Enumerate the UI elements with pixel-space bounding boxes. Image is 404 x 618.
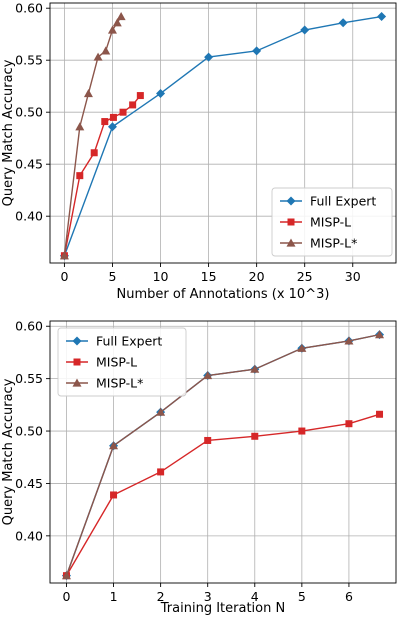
data-point bbox=[101, 118, 109, 126]
series-line bbox=[65, 333, 380, 576]
data-point bbox=[107, 122, 117, 132]
data-point bbox=[375, 330, 385, 339]
series-full-expert bbox=[59, 12, 387, 261]
legend-label: Full Expert bbox=[310, 194, 376, 209]
data-point bbox=[136, 92, 144, 100]
x-tick-label: 30 bbox=[345, 269, 361, 284]
data-point bbox=[345, 420, 353, 428]
x-axis-label: Training Iteration N bbox=[160, 601, 285, 616]
data-point bbox=[107, 25, 117, 34]
data-point bbox=[204, 52, 214, 62]
y-tick-label: 0.45 bbox=[15, 157, 43, 172]
y-tick-label: 0.50 bbox=[15, 424, 43, 439]
data-point bbox=[204, 436, 212, 444]
series-line bbox=[65, 413, 380, 577]
data-point bbox=[59, 251, 69, 260]
data-point bbox=[119, 108, 127, 116]
data-point bbox=[110, 491, 118, 499]
legend-marker bbox=[286, 196, 296, 206]
x-tick-label: 6 bbox=[345, 589, 353, 604]
data-point bbox=[116, 12, 126, 21]
plot-frame bbox=[49, 320, 397, 584]
x-tick-label: 3 bbox=[204, 589, 212, 604]
x-tick-label: 20 bbox=[249, 269, 265, 284]
y-axis-label: Query Match Accuracy bbox=[1, 378, 16, 525]
data-point bbox=[90, 149, 98, 157]
legend-marker bbox=[72, 336, 82, 346]
data-point bbox=[344, 336, 354, 345]
x-tick-label: 2 bbox=[157, 589, 165, 604]
data-point bbox=[298, 427, 306, 435]
chart-2: 0 1 2 3 4 5 6 0.40 0.45 0.50 0.55 0.60 Training Iter… bbox=[1, 319, 397, 616]
legend-label: MISP-L bbox=[310, 215, 351, 230]
legend-label: MISP-L bbox=[96, 355, 137, 370]
y-tick-label: 0.50 bbox=[15, 105, 43, 120]
legend-marker bbox=[286, 238, 296, 247]
x-tick-label: 0 bbox=[60, 269, 68, 284]
x-tick-label: 0 bbox=[62, 589, 70, 604]
legend-box bbox=[271, 187, 393, 257]
chart-1: 0 5 10 15 20 25 30 0.40 0.45 0.50 0.55 0.60 Number o… bbox=[1, 1, 397, 302]
data-point bbox=[76, 172, 84, 180]
plot-frame bbox=[49, 2, 397, 264]
y-tick-label: 0.55 bbox=[15, 53, 43, 68]
legend-label: Full Expert bbox=[96, 334, 162, 349]
data-point bbox=[252, 46, 262, 56]
series-misp-l- bbox=[59, 12, 126, 260]
y-tick-label: 0.45 bbox=[15, 476, 43, 491]
legend-box bbox=[57, 327, 187, 397]
x-tick-label: 25 bbox=[297, 269, 313, 284]
legend-label: MISP-L* bbox=[96, 376, 143, 391]
data-point bbox=[93, 52, 103, 61]
data-point bbox=[338, 18, 348, 28]
data-point bbox=[109, 113, 117, 121]
data-point bbox=[251, 432, 259, 440]
x-tick-label: 10 bbox=[153, 269, 169, 284]
legend: Full Expert MISP-L MISP-L* bbox=[271, 187, 393, 257]
series-misp-l bbox=[62, 410, 384, 580]
x-tick-label: 4 bbox=[251, 589, 259, 604]
data-point bbox=[203, 370, 213, 380]
y-axis-label: Query Match Accuracy bbox=[1, 59, 16, 206]
legend-marker bbox=[73, 358, 81, 366]
x-axis-label: Number of Annotations (x 10^3) bbox=[117, 287, 330, 302]
data-point bbox=[112, 18, 122, 27]
series-line bbox=[63, 15, 382, 256]
legend-marker bbox=[287, 218, 295, 226]
y-tick-label: 0.60 bbox=[15, 1, 43, 16]
y-tick-label: 0.40 bbox=[15, 209, 43, 224]
data-point bbox=[250, 364, 260, 373]
x-tick-label: 5 bbox=[108, 269, 116, 284]
data-point bbox=[156, 88, 166, 98]
y-tick-label: 0.40 bbox=[15, 528, 43, 543]
legend: Full Expert MISP-L MISP-L* bbox=[57, 327, 187, 397]
data-point bbox=[101, 46, 111, 55]
y-tick-label: 0.55 bbox=[15, 371, 43, 386]
legend-marker bbox=[72, 378, 82, 387]
data-point bbox=[129, 101, 137, 109]
data-point bbox=[300, 25, 310, 35]
x-tick-label: 15 bbox=[201, 269, 217, 284]
y-tick-label: 0.60 bbox=[15, 319, 43, 334]
data-point bbox=[297, 343, 307, 352]
data-point bbox=[376, 410, 384, 418]
data-point bbox=[109, 441, 119, 450]
legend-label: MISP-L* bbox=[310, 236, 357, 251]
data-point bbox=[157, 468, 165, 476]
x-tick-label: 5 bbox=[298, 589, 306, 604]
data-point bbox=[61, 571, 71, 580]
data-point bbox=[377, 12, 387, 22]
data-point bbox=[75, 122, 85, 131]
data-point bbox=[156, 407, 166, 416]
data-point bbox=[83, 88, 93, 98]
x-tick-label: 1 bbox=[110, 589, 118, 604]
series-misp-l- bbox=[61, 330, 385, 580]
